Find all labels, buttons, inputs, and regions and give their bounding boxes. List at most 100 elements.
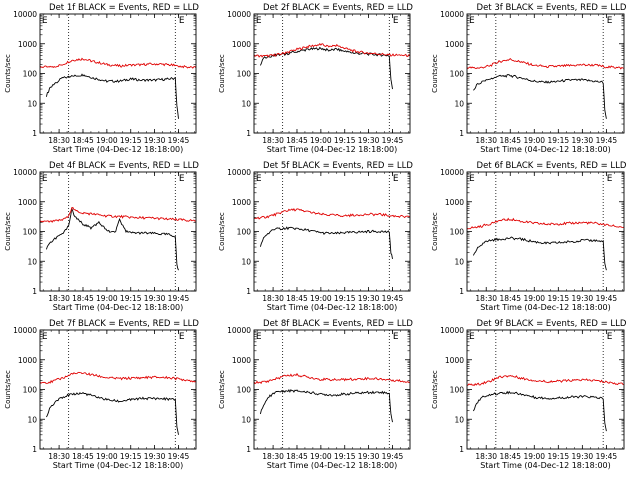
x-tick-label: 19:45 — [596, 452, 618, 461]
y-axis-label: Counts/sec — [4, 370, 12, 409]
y-tick-label: 100 — [237, 386, 252, 395]
chart-panel: Det 2f BLACK = Events, RED = LLD Counts/s… — [218, 3, 413, 154]
x-tick-label: 19:45 — [596, 294, 618, 303]
marker-E: E — [469, 16, 475, 26]
y-tick-label: 100 — [23, 386, 38, 395]
x-tick-label: 19:15 — [120, 136, 142, 145]
x-tick-label: 18:30 — [48, 294, 70, 303]
plot-frame — [466, 13, 625, 134]
y-tick-label: 1000 — [18, 356, 37, 365]
y-tick-label: 10000 — [227, 10, 251, 19]
y-axis-label: Counts/sec — [431, 212, 439, 251]
marker-E: E — [469, 174, 475, 184]
y-axis-label: Counts/sec — [218, 370, 226, 409]
y-tick-label: 1000 — [232, 40, 251, 49]
chart-title: Det 9f BLACK = Events, RED = LLD — [477, 319, 627, 329]
y-tick-label: 1 — [32, 129, 37, 138]
x-tick-label: 18:45 — [286, 452, 308, 461]
plot-frame — [253, 329, 411, 450]
marker-E: E — [607, 16, 613, 26]
lld-series-line — [39, 206, 197, 223]
y-tick-label: 10 — [454, 99, 464, 108]
events-series-line — [259, 226, 393, 259]
x-tick-label: 19:15 — [548, 452, 570, 461]
marker-E: E — [607, 332, 613, 342]
x-tick-label: 19:45 — [168, 136, 190, 145]
marker-E: E — [469, 332, 475, 342]
chart-panel: Det 1f BLACK = Events, RED = LLD Counts/s… — [4, 3, 199, 154]
x-tick-label: 18:45 — [72, 136, 94, 145]
chart-panel: Det 7f BLACK = Events, RED = LLD Counts/s… — [4, 319, 199, 470]
marker-E: E — [256, 332, 262, 342]
x-tick-label: 19:00 — [310, 452, 332, 461]
y-tick-label: 1000 — [445, 356, 464, 365]
x-axis-label: Start Time (04-Dec-12 18:18:00) — [53, 461, 184, 470]
marker-E: E — [179, 332, 185, 342]
events-series-line — [473, 390, 607, 432]
x-tick-label: 19:15 — [120, 452, 142, 461]
x-tick-label: 19:15 — [548, 136, 570, 145]
y-tick-label: 1 — [459, 287, 464, 296]
x-tick-label: 18:45 — [499, 136, 521, 145]
plot-frame — [39, 13, 197, 134]
events-series-line — [46, 391, 179, 435]
plot-frame — [39, 329, 197, 450]
x-tick-label: 18:30 — [48, 452, 70, 461]
x-tick-label: 19:15 — [334, 294, 356, 303]
y-tick-label: 100 — [450, 70, 465, 79]
chart-panel: Det 9f BLACK = Events, RED = LLD Counts/s… — [431, 319, 627, 470]
marker-E: E — [42, 16, 48, 26]
y-axis-label: Counts/sec — [431, 370, 439, 409]
y-tick-label: 10 — [27, 99, 37, 108]
chart-title: Det 2f BLACK = Events, RED = LLD — [263, 3, 413, 13]
y-tick-label: 1000 — [18, 198, 37, 207]
chart-title: Det 5f BLACK = Events, RED = LLD — [263, 161, 413, 171]
events-series-line — [259, 388, 393, 423]
y-tick-label: 10 — [241, 257, 251, 266]
y-tick-label: 10000 — [440, 10, 464, 19]
y-tick-label: 10000 — [227, 326, 251, 335]
y-tick-label: 100 — [237, 228, 252, 237]
y-tick-label: 1 — [246, 129, 251, 138]
x-tick-label: 19:45 — [382, 136, 404, 145]
y-tick-label: 100 — [450, 228, 465, 237]
chart-title: Det 4f BLACK = Events, RED = LLD — [49, 161, 199, 171]
x-tick-label: 18:30 — [262, 294, 284, 303]
x-axis-label: Start Time (04-Dec-12 18:18:00) — [267, 145, 398, 154]
marker-E: E — [42, 174, 48, 184]
x-axis-label: Start Time (04-Dec-12 18:18:00) — [267, 461, 398, 470]
y-tick-label: 1 — [459, 129, 464, 138]
chart-title: Det 8f BLACK = Events, RED = LLD — [263, 319, 413, 329]
x-tick-label: 19:00 — [310, 136, 332, 145]
lld-series-line — [253, 372, 411, 385]
x-tick-label: 18:30 — [475, 294, 497, 303]
y-axis-label: Counts/sec — [4, 54, 12, 93]
x-tick-label: 18:45 — [499, 452, 521, 461]
y-tick-label: 10 — [27, 257, 37, 266]
y-tick-label: 1 — [32, 445, 37, 454]
x-tick-label: 19:15 — [120, 294, 142, 303]
y-axis-label: Counts/sec — [218, 54, 226, 93]
x-tick-label: 19:30 — [144, 136, 166, 145]
y-axis-label: Counts/sec — [4, 212, 12, 251]
y-tick-label: 10000 — [440, 168, 464, 177]
x-tick-label: 19:30 — [144, 294, 166, 303]
marker-E: E — [256, 16, 262, 26]
y-tick-label: 10 — [454, 257, 464, 266]
marker-E: E — [393, 174, 399, 184]
events-series-line — [473, 74, 607, 119]
x-axis-label: Start Time (04-Dec-12 18:18:00) — [480, 303, 611, 312]
x-tick-label: 19:30 — [144, 452, 166, 461]
x-tick-label: 19:00 — [523, 294, 545, 303]
marker-E: E — [393, 16, 399, 26]
x-tick-label: 19:45 — [382, 294, 404, 303]
x-tick-label: 19:00 — [96, 136, 118, 145]
plot-frame — [253, 13, 411, 134]
chart-title: Det 1f BLACK = Events, RED = LLD — [49, 3, 199, 13]
x-tick-label: 19:15 — [334, 452, 356, 461]
marker-E: E — [393, 332, 399, 342]
x-tick-label: 18:45 — [499, 294, 521, 303]
x-tick-label: 19:00 — [523, 452, 545, 461]
